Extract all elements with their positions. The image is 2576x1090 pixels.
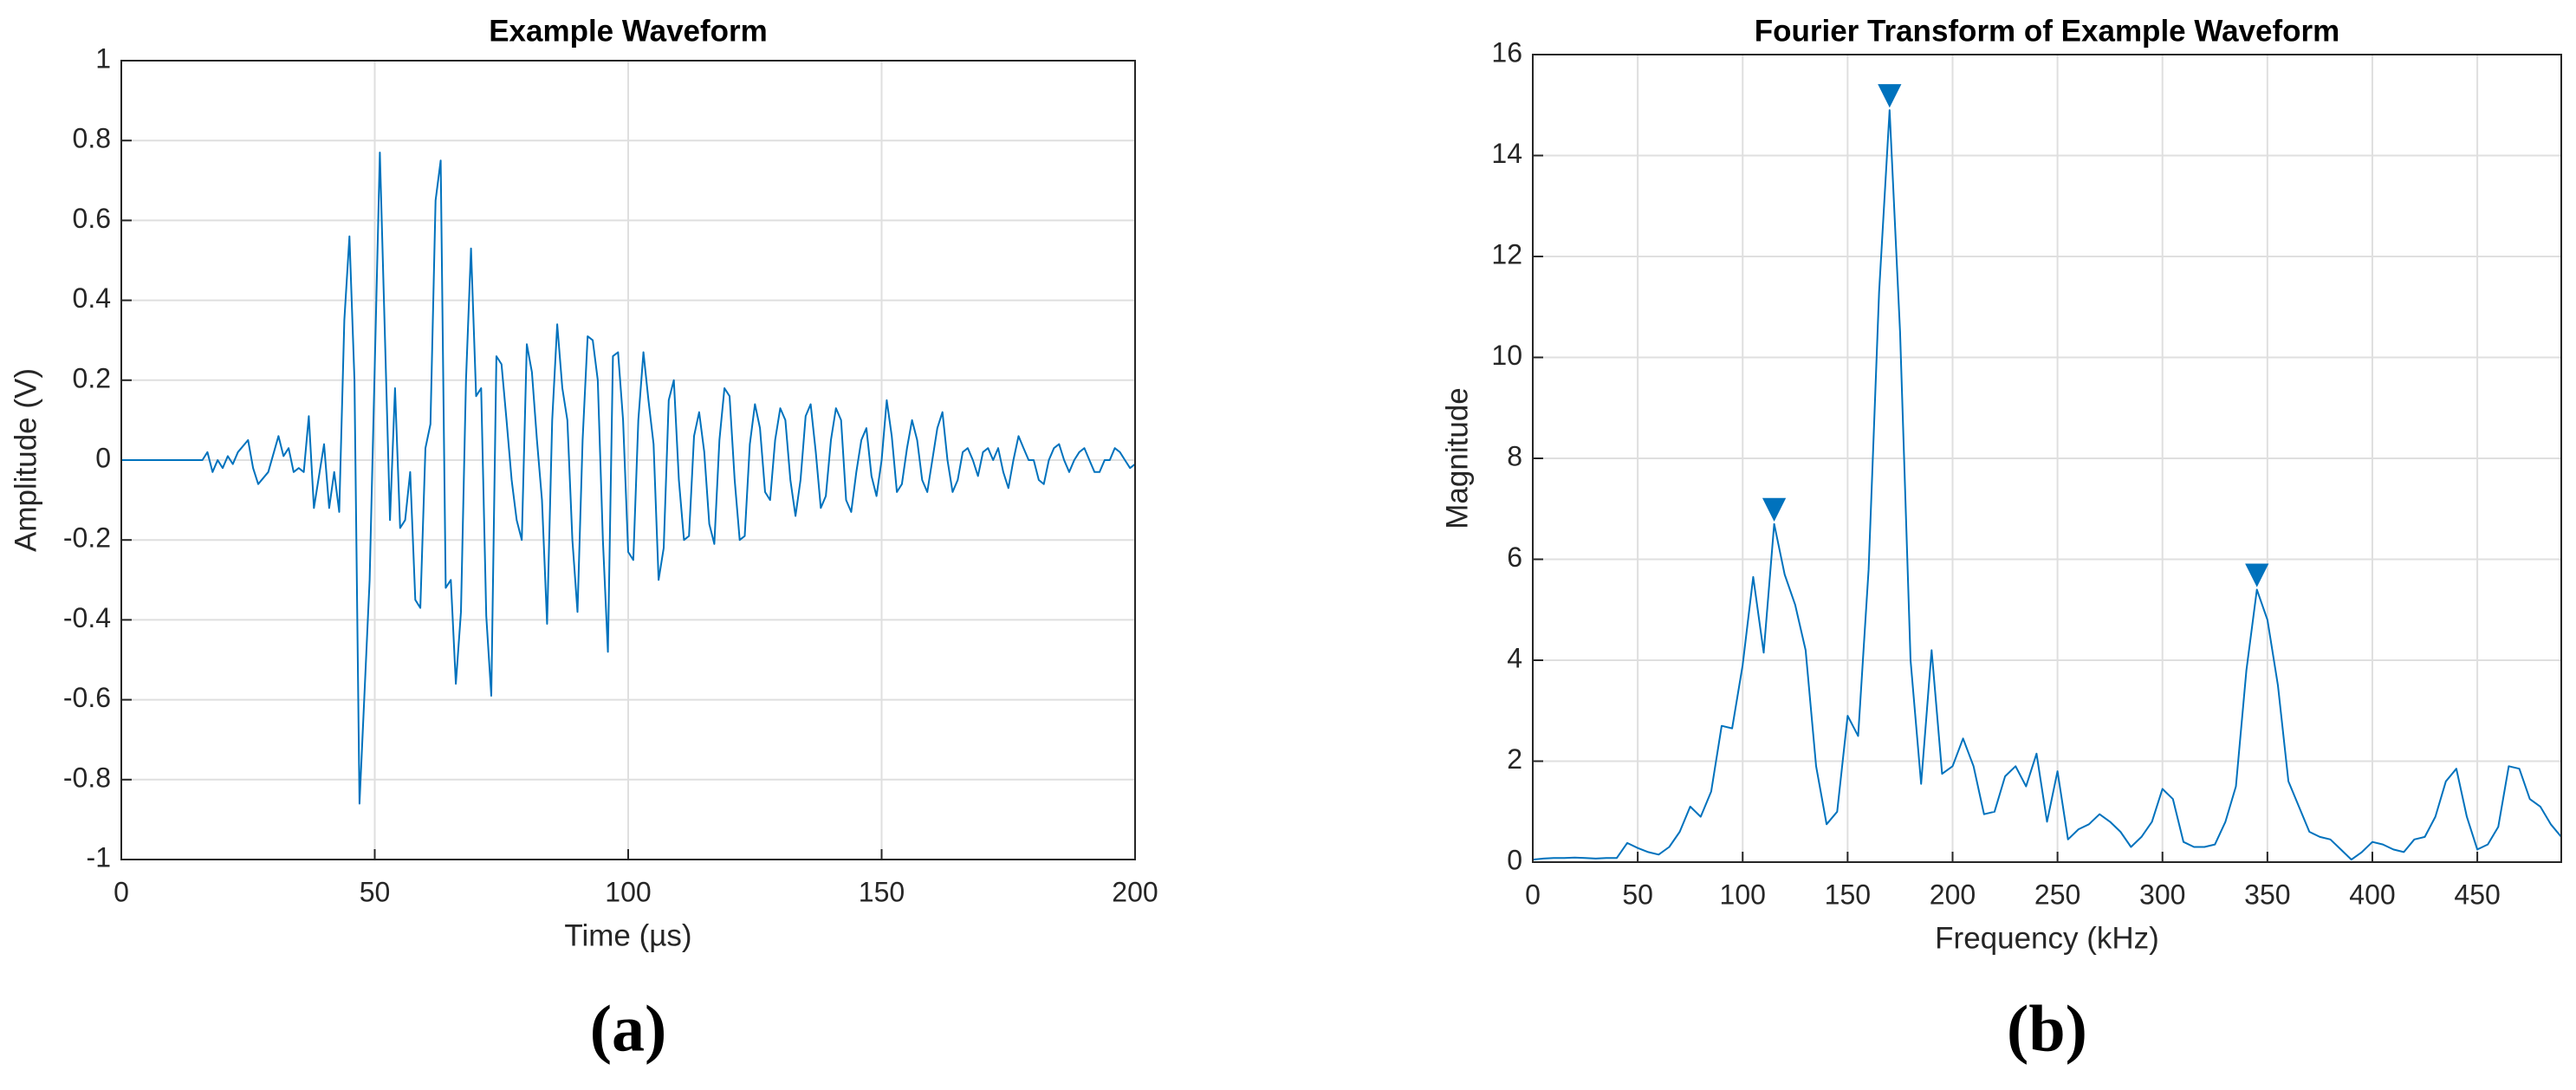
chart-title: Example Waveform: [489, 14, 768, 48]
data-line: [1532, 109, 2562, 861]
peak-marker: [2245, 563, 2269, 587]
x-tick-label: 200: [1112, 876, 1158, 907]
x-tick-label: 250: [2034, 879, 2080, 910]
x-tick-label: 50: [1622, 879, 1653, 910]
y-tick-label: 2: [1507, 743, 1522, 775]
x-tick-label: 0: [114, 876, 129, 907]
x-tick-label: 350: [2244, 879, 2290, 910]
y-tick-label: -0.8: [63, 762, 111, 793]
x-tick-label: 50: [360, 876, 391, 907]
y-tick-label: 0: [1507, 844, 1522, 875]
panel-label: (a): [590, 992, 667, 1065]
x-tick-label: 0: [1525, 879, 1541, 910]
y-tick-label: 0.2: [73, 362, 111, 393]
y-tick-label: 4: [1507, 642, 1522, 673]
x-axis-label: Time (µs): [564, 918, 691, 952]
peak-marker: [1878, 84, 1902, 108]
x-tick-label: 100: [605, 876, 651, 907]
x-axis-label: Frequency (kHz): [1935, 921, 2159, 955]
x-tick-label: 450: [2454, 879, 2500, 910]
x-tick-label: 150: [1825, 879, 1871, 910]
peak-marker: [1762, 497, 1787, 522]
chart-title: Fourier Transform of Example Waveform: [1755, 14, 2340, 48]
y-tick-label: 0.4: [73, 282, 111, 314]
y-tick-label: 12: [1491, 238, 1522, 269]
x-tick-label: 150: [859, 876, 905, 907]
y-tick-label: 0.8: [73, 123, 111, 154]
panel-label: (b): [2007, 992, 2087, 1065]
y-tick-label: 1: [95, 42, 111, 74]
y-tick-label: -0.4: [63, 602, 111, 633]
y-tick-label: 16: [1491, 36, 1522, 68]
axes-box: [120, 60, 1136, 860]
subplot: 0 2 4 6 8 10 12 14 16 0 50 100 150 200 250 300 350 400 450…: [1440, 14, 2562, 1065]
subplot: -1 -0.8 -0.6 -0.4 -0.2 0 0.2 0.4 0.6 0.8 1 0 50 100 15…: [9, 14, 1158, 1065]
y-tick-label: -0.2: [63, 522, 111, 554]
axes-box: [1532, 54, 2562, 863]
y-axis-label: Amplitude (V): [9, 368, 42, 552]
y-tick-label: 10: [1491, 340, 1522, 371]
data-line: [121, 152, 1136, 805]
y-tick-label: -1: [87, 841, 111, 873]
y-axis-label: Magnitude: [1440, 387, 1474, 529]
x-tick-label: 400: [2349, 879, 2395, 910]
y-tick-label: 0.6: [73, 203, 111, 234]
y-tick-label: -0.6: [63, 682, 111, 713]
y-tick-label: 0: [95, 442, 111, 473]
y-tick-label: 14: [1491, 138, 1522, 169]
x-tick-label: 300: [2139, 879, 2185, 910]
y-tick-label: 8: [1507, 440, 1522, 471]
x-tick-label: 200: [1930, 879, 1976, 910]
y-tick-label: 6: [1507, 542, 1522, 573]
x-tick-label: 100: [1720, 879, 1766, 910]
